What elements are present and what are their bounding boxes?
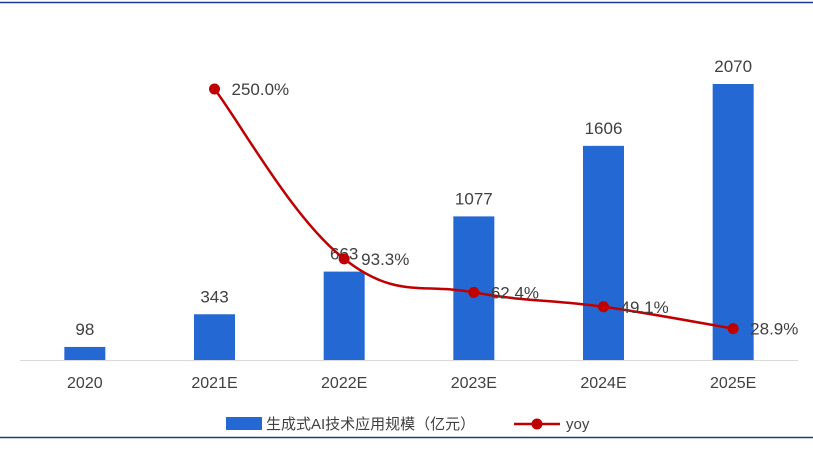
x-tick-label: 2024E [580, 375, 626, 392]
yoy-value-label: 250.0% [232, 80, 290, 99]
yoy-value-label: 93.3% [361, 250, 409, 269]
legend-bar-label: 生成式AI技术应用规模（亿元） [266, 415, 475, 433]
bar-value-label: 343 [200, 287, 228, 306]
x-tick-label: 2023E [451, 375, 497, 392]
bar [712, 84, 754, 360]
x-tick-label: 2020 [67, 375, 103, 392]
yoy-value-label: 49.1% [621, 298, 669, 317]
yoy-point [338, 253, 350, 265]
legend-bar-swatch [226, 417, 262, 430]
bar [583, 145, 624, 360]
yoy-point [209, 83, 220, 95]
bar-value-label: 2070 [714, 57, 752, 76]
legend-line-label: yoy [566, 416, 590, 433]
legend-line-marker [531, 418, 543, 430]
bar-value-label: 1077 [455, 189, 493, 208]
x-tick-label: 2022E [321, 375, 367, 392]
bar [323, 271, 365, 360]
yoy-point [598, 301, 609, 313]
yoy-line [213, 88, 734, 330]
bar [194, 314, 235, 360]
yoy-value-label: 62.4% [491, 283, 539, 302]
yoy-point [727, 323, 739, 335]
bar [64, 346, 106, 360]
yoy-point [468, 286, 480, 298]
bar-value-label: 98 [75, 320, 94, 339]
x-tick-label: 2025E [710, 375, 756, 392]
x-tick-label: 2021E [191, 375, 237, 392]
yoy-value-label: 28.9% [750, 320, 798, 339]
bar-value-label: 1606 [585, 119, 623, 138]
